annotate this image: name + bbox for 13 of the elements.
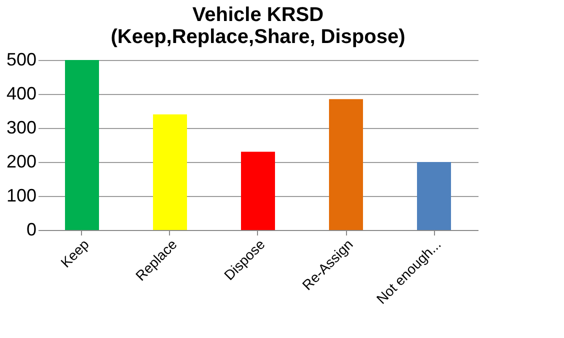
y-tick-label: 200 <box>6 152 36 172</box>
bar <box>153 114 187 230</box>
y-tick-label: 400 <box>6 84 36 104</box>
y-tick-label: 500 <box>6 50 36 70</box>
y-tick-label: 100 <box>6 186 36 206</box>
bar <box>65 60 99 230</box>
y-tick-label: 300 <box>6 118 36 138</box>
bar <box>241 152 275 230</box>
bar <box>417 162 451 230</box>
y-tick-label: 0 <box>26 220 36 240</box>
text: (Keep,Replace,Share, Dispose) <box>110 26 406 48</box>
text: Vehicle KRSD <box>192 4 324 26</box>
bar <box>329 99 363 230</box>
